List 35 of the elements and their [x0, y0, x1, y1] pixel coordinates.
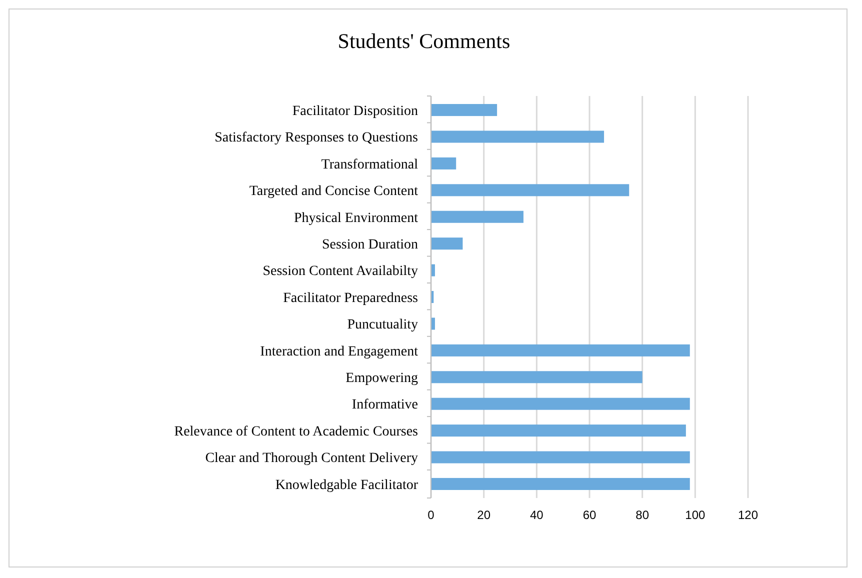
y-tick-label: Session Content Availabilty [262, 264, 418, 280]
y-tick-label: Facilitator Disposition [292, 104, 418, 119]
y-tick-label: Knowledgable Facilitator [275, 478, 418, 493]
x-tick-label: 80 [636, 508, 650, 522]
bar [431, 130, 604, 143]
y-tick-label: Facilitator Preparedness [283, 290, 418, 306]
y-tick-label: Transformational [321, 157, 418, 172]
bar [431, 371, 642, 384]
bar [431, 157, 456, 170]
x-tick-label: 120 [738, 508, 758, 522]
bar [431, 398, 690, 410]
bar [431, 104, 498, 116]
y-tick-label: Interaction and Engagement [260, 344, 418, 360]
y-tick-label: Puncutuality [347, 318, 418, 333]
x-tick-label: 40 [530, 508, 544, 522]
chart-title: Students' Comments [338, 29, 510, 53]
y-tick-label: Clear and Thorough Content Delivery [205, 451, 418, 466]
bar [431, 344, 690, 356]
y-tick-label: Satisfactory Responses to Questions [214, 130, 418, 146]
bar [431, 424, 686, 437]
y-tick-label: Empowering [346, 371, 418, 386]
x-tick-label: 60 [582, 508, 596, 522]
x-tick-label: 20 [477, 508, 491, 522]
y-tick-label: Relevance of Content to Academic Courses [174, 424, 418, 440]
bar [431, 210, 524, 223]
y-tick-label: Targeted and Concise Content [249, 184, 418, 200]
bar [431, 184, 630, 196]
bar [431, 238, 463, 250]
y-tick-label: Physical Environment [294, 210, 418, 226]
bar [431, 478, 690, 490]
x-tick-label: 100 [685, 508, 706, 522]
bar [431, 451, 690, 464]
y-tick-label: Session Duration [322, 237, 418, 252]
y-tick-label: Informative [352, 398, 418, 413]
x-tick-label: 0 [428, 508, 435, 522]
